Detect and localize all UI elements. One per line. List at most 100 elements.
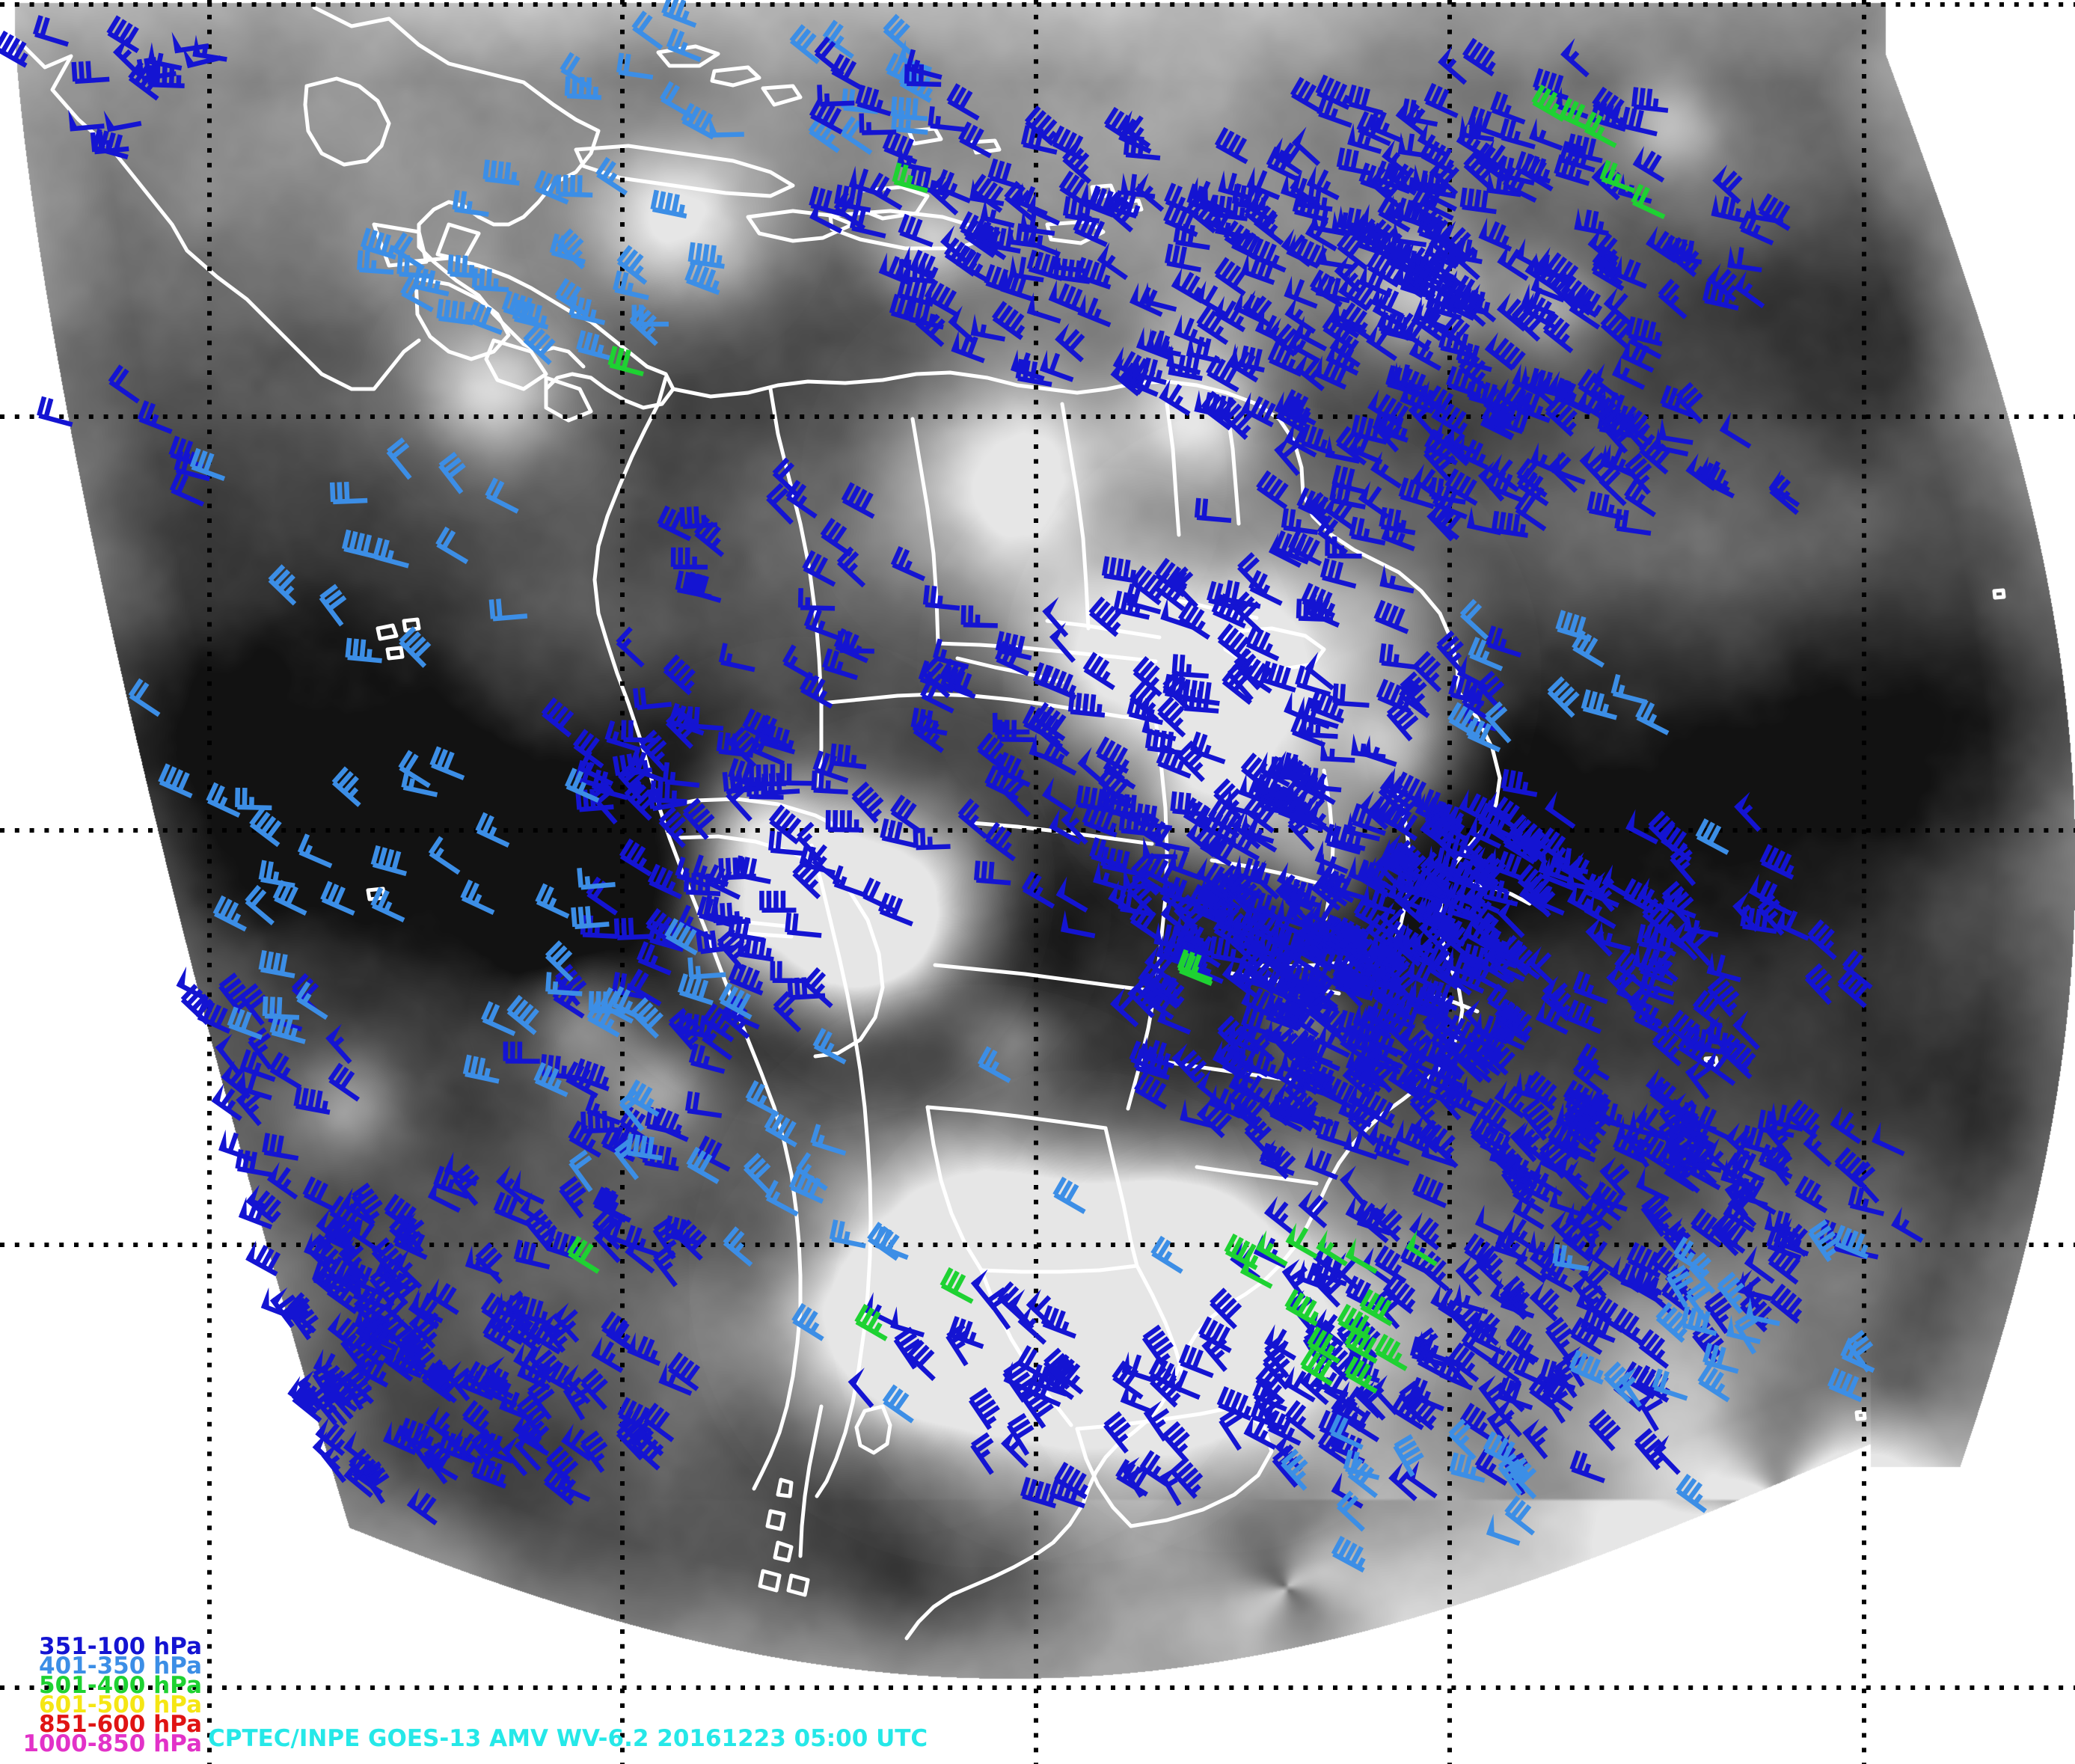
wind-barb	[797, 588, 836, 611]
wind-barb	[1794, 1175, 1828, 1213]
wind-barb	[1420, 137, 1455, 175]
wind-barb	[360, 227, 396, 260]
wind-barb	[370, 845, 408, 877]
wind-barb	[245, 884, 275, 925]
wind-barb	[262, 1133, 299, 1161]
wind-barb	[1533, 253, 1569, 280]
andes-chile-argentina-border	[809, 843, 873, 1498]
wind-barb	[1526, 946, 1555, 986]
wind-barb	[1515, 389, 1551, 423]
wind-barb	[1712, 164, 1743, 204]
wind-barb	[1385, 364, 1420, 398]
wind-barb	[785, 480, 818, 519]
wind-barb	[770, 961, 807, 984]
wind-barb	[1331, 1535, 1366, 1573]
wind-barb	[1240, 907, 1275, 943]
wind-barb	[1194, 497, 1232, 524]
wind-barb	[789, 24, 821, 64]
wind-barb	[1594, 396, 1627, 439]
wind-barb	[103, 110, 142, 132]
wind-barb	[1444, 1082, 1478, 1117]
wind-barb	[1039, 349, 1074, 382]
wind-barb	[1758, 1143, 1793, 1180]
wind-barb	[991, 301, 1026, 340]
wind-barb	[1325, 536, 1362, 559]
wind-barb	[1409, 929, 1438, 970]
wind-barb	[861, 877, 896, 913]
wind-barb	[1474, 1204, 1509, 1240]
wind-barb	[1171, 267, 1204, 304]
wind-barb	[810, 1124, 847, 1156]
wind-barb	[650, 189, 687, 219]
wind-barb	[1077, 747, 1107, 786]
wind-barb	[1221, 1047, 1254, 1085]
wind-barb	[1239, 1071, 1271, 1108]
wind-barb	[1240, 1005, 1277, 1038]
wind-barb	[1557, 379, 1592, 415]
wind-barb	[1315, 274, 1350, 304]
wind-barb	[940, 1267, 974, 1304]
wind-barb	[392, 232, 425, 271]
wind-barb	[1560, 37, 1590, 78]
wind-barb	[891, 109, 928, 135]
wind-barb	[1284, 421, 1317, 458]
wind-barb	[836, 546, 866, 588]
wind-barb	[1379, 564, 1415, 594]
wind-barb	[1296, 487, 1331, 523]
misiones-border	[1135, 1264, 1186, 1379]
wind-barb	[773, 990, 802, 1033]
patagonia-island-3	[773, 1540, 794, 1563]
wind-barb	[345, 637, 382, 664]
wind-barb	[997, 720, 1035, 743]
wind-barb	[1379, 506, 1416, 536]
wind-barb	[654, 1107, 689, 1142]
wind-barb	[1610, 674, 1647, 705]
wind-barb	[1515, 238, 1548, 274]
wind-barb	[1403, 867, 1437, 903]
wind-barb	[1438, 1290, 1470, 1328]
wind-barb	[554, 278, 588, 316]
wind-barb	[128, 61, 161, 101]
wind-barb	[877, 892, 913, 927]
wind-barb	[1240, 392, 1276, 428]
wind-barb	[1551, 452, 1586, 485]
wind-barb	[1330, 297, 1364, 331]
wind-barb	[1412, 164, 1448, 190]
wind-barb	[812, 750, 849, 783]
wind-barb	[319, 584, 347, 627]
wind-barb	[825, 809, 862, 833]
wind-barb	[1049, 622, 1076, 664]
wind-barb	[555, 174, 593, 197]
wind-barb	[1351, 733, 1386, 759]
wind-barb	[832, 865, 868, 898]
wind-barb	[1522, 1418, 1548, 1460]
wind-barb	[1040, 716, 1070, 757]
amazonas-border-south	[819, 692, 1162, 722]
wind-barb	[616, 626, 645, 668]
wind-barb	[1256, 470, 1289, 509]
wind-barb	[666, 28, 702, 62]
wind-barb	[840, 116, 873, 156]
wind-barb	[262, 996, 300, 1020]
wind-barb	[1520, 824, 1551, 866]
wind-barb	[1362, 735, 1397, 768]
wind-barb	[1512, 363, 1545, 399]
wind-barb	[1398, 313, 1430, 352]
wind-barb	[1588, 1409, 1621, 1451]
wind-barb	[944, 237, 978, 277]
wind-barb	[1269, 1093, 1304, 1125]
peru-bolivia-border	[656, 797, 848, 833]
wind-barb	[341, 529, 378, 560]
wind-barb	[1490, 91, 1526, 125]
wind-barb	[206, 782, 241, 818]
wind-barb	[1033, 662, 1069, 696]
wind-barb	[1569, 1317, 1603, 1356]
bolivia-border-north	[675, 834, 885, 1059]
wind-barb	[910, 707, 948, 736]
wind-barb	[1207, 581, 1243, 613]
galapagos-1	[376, 623, 399, 641]
wind-barb	[768, 830, 806, 857]
wind-barb	[1466, 880, 1501, 914]
wind-barb	[951, 330, 985, 364]
